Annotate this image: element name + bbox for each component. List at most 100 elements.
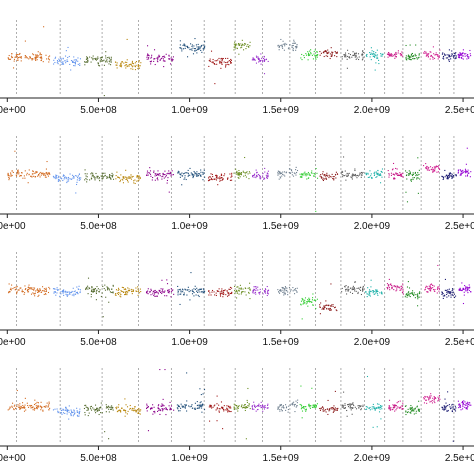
data-point	[249, 45, 251, 47]
data-point	[380, 174, 382, 176]
data-point	[402, 176, 404, 178]
data-point	[58, 411, 60, 413]
data-point	[187, 286, 189, 288]
segment-points	[457, 147, 472, 178]
data-point	[394, 53, 396, 55]
data-point	[388, 54, 390, 56]
data-point	[361, 53, 363, 55]
data-point	[460, 52, 462, 54]
data-point	[248, 405, 250, 407]
data-point	[41, 58, 43, 60]
data-point	[89, 287, 91, 290]
data-point	[239, 173, 242, 175]
data-point	[36, 54, 38, 56]
data-point	[36, 59, 38, 61]
data-point	[216, 63, 218, 65]
data-point	[347, 49, 349, 51]
data-point	[180, 291, 182, 293]
data-point	[99, 289, 101, 291]
data-point	[120, 296, 122, 298]
data-point	[133, 410, 135, 412]
data-point	[78, 177, 80, 180]
data-point	[357, 405, 359, 407]
data-point	[359, 172, 361, 174]
data-point	[279, 171, 281, 173]
data-point	[465, 53, 467, 55]
data-point	[212, 175, 214, 178]
data-point	[159, 173, 161, 175]
data-point	[147, 174, 149, 176]
data-point	[455, 57, 457, 59]
data-point	[341, 56, 343, 58]
data-point	[111, 175, 114, 177]
data-point	[236, 408, 238, 410]
data-point	[48, 61, 50, 63]
data-point	[161, 178, 163, 180]
data-point	[181, 50, 183, 52]
data-point	[100, 58, 102, 60]
data-point	[411, 409, 413, 411]
data-point	[12, 402, 14, 404]
data-point	[195, 175, 198, 177]
data-point	[402, 408, 404, 410]
data-point	[164, 170, 166, 172]
data-point	[153, 60, 155, 62]
data-point	[457, 172, 459, 174]
data-point	[146, 170, 149, 172]
data-point	[466, 55, 468, 57]
data-point	[466, 175, 468, 177]
data-point	[367, 293, 369, 295]
data-point	[438, 56, 440, 58]
data-point	[9, 288, 11, 290]
data-point	[179, 173, 181, 175]
data-point	[119, 65, 121, 67]
data-point	[330, 305, 332, 307]
data-point	[244, 403, 246, 406]
data-point	[201, 51, 203, 53]
data-point	[114, 61, 117, 63]
data-point	[412, 409, 414, 412]
data-point	[104, 431, 106, 433]
data-point	[105, 407, 107, 409]
data-point	[153, 411, 155, 413]
data-point	[131, 62, 133, 64]
data-point	[19, 403, 21, 405]
data-point	[33, 403, 36, 406]
data-point	[226, 290, 229, 292]
data-point	[448, 54, 450, 56]
data-point	[295, 290, 297, 292]
data-point	[287, 294, 289, 296]
data-point	[111, 408, 113, 410]
data-point	[238, 289, 240, 291]
data-point	[405, 410, 407, 412]
data-point	[433, 395, 435, 398]
data-point	[186, 372, 188, 374]
data-point	[138, 407, 140, 410]
data-point	[65, 50, 67, 52]
data-point	[447, 409, 449, 412]
data-point	[103, 64, 105, 66]
data-point	[62, 290, 65, 292]
data-point	[462, 401, 464, 404]
data-point	[9, 291, 11, 293]
data-point	[315, 57, 317, 59]
data-point	[293, 405, 295, 407]
data-point	[450, 294, 452, 296]
data-point	[108, 63, 110, 65]
data-point	[167, 177, 169, 179]
data-point	[261, 406, 263, 408]
data-point	[418, 173, 420, 176]
data-point	[451, 292, 453, 294]
data-point	[23, 175, 25, 177]
data-point	[63, 177, 66, 179]
segment-points	[277, 286, 298, 296]
data-point	[246, 399, 248, 401]
data-point	[451, 53, 453, 55]
data-point	[178, 406, 180, 408]
data-point	[285, 409, 287, 411]
data-point	[311, 387, 313, 389]
data-point	[375, 171, 377, 173]
data-point	[247, 173, 249, 175]
data-point	[262, 173, 264, 175]
data-point	[432, 168, 434, 170]
